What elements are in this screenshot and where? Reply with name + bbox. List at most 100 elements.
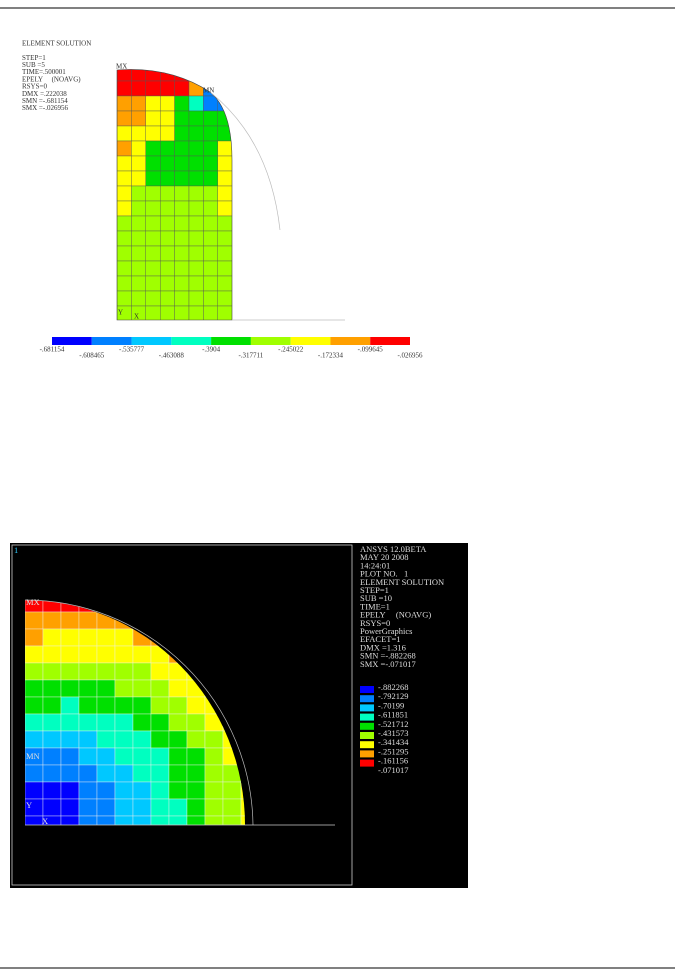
mesh-cell: [174, 260, 190, 277]
mesh-cell: [204, 798, 224, 817]
mesh-cell: [174, 245, 190, 262]
info-line: SUB =10: [360, 593, 392, 603]
mesh-cell: [145, 140, 161, 157]
mesh-cell: [117, 80, 132, 97]
mesh-cell: [131, 69, 146, 82]
mesh-cell: [145, 185, 161, 202]
mesh-cell: [204, 730, 224, 749]
mesh-cell: [78, 679, 98, 698]
mesh-cell: [159, 80, 175, 97]
mesh-cell: [217, 245, 232, 262]
mesh-cell: [78, 764, 98, 783]
mesh-cell: [131, 140, 146, 157]
header-line: TIME=.500001: [22, 68, 66, 76]
mesh-cell: [150, 713, 170, 732]
legend-label: -.611851: [378, 710, 408, 720]
legend-swatch: [360, 704, 374, 712]
mesh-cell: [168, 781, 188, 800]
header-line: SMX =-.026956: [22, 104, 68, 112]
mesh-cell: [188, 305, 204, 320]
mesh-cell: [25, 645, 44, 664]
window-number: 1: [14, 545, 18, 555]
mesh-cell: [174, 170, 190, 187]
mesh-cell: [168, 713, 188, 732]
min-marker: MN: [203, 87, 214, 95]
mesh-cell: [188, 110, 204, 127]
mesh-cell: [117, 95, 132, 112]
mesh-cell: [174, 95, 190, 112]
mesh-cell: [132, 781, 152, 800]
mesh-cell: [174, 215, 190, 232]
mesh-cell: [168, 764, 188, 783]
mesh-cell: [42, 781, 62, 800]
mesh-cell: [60, 798, 80, 817]
mesh-cell: [203, 155, 218, 172]
mesh-cell: [42, 730, 62, 749]
mesh-cell: [188, 245, 204, 262]
mesh-cell: [145, 200, 161, 217]
mesh-cell: [159, 260, 175, 277]
mesh-cell: [78, 662, 98, 681]
mesh-cell: [42, 628, 62, 647]
legend-swatch: [360, 750, 374, 758]
legend-swatch: [171, 337, 212, 345]
mesh-cell: [203, 200, 218, 217]
legend-swatch: [360, 759, 374, 767]
mesh-cell: [145, 305, 161, 320]
mesh-cell: [150, 747, 170, 766]
mesh-cell: [174, 155, 190, 172]
mesh-cell: [131, 185, 146, 202]
mesh-cell: [60, 628, 80, 647]
mesh-cell: [25, 679, 44, 698]
mesh-cell: [117, 275, 132, 292]
mesh-cell: [42, 679, 62, 698]
mesh-cell: [203, 215, 218, 232]
legend-label: -.172334: [318, 352, 344, 360]
contour-mesh: [25, 600, 245, 825]
mesh-cell: [168, 730, 188, 749]
legend-swatch: [52, 337, 92, 345]
max-marker: MX: [116, 63, 127, 71]
mesh-cell: [117, 245, 132, 262]
mesh-cell: [117, 230, 132, 247]
mesh-cell: [168, 798, 188, 817]
y-axis-label: Y: [26, 800, 32, 810]
mesh-cell: [168, 696, 188, 715]
legend-swatch: [211, 337, 251, 345]
mesh-cell: [174, 140, 190, 157]
mesh-cell: [114, 696, 134, 715]
mesh-cell: [117, 110, 132, 127]
mesh-cell: [150, 781, 170, 800]
mesh-cell: [159, 95, 175, 112]
mesh-cell: [117, 260, 132, 277]
mesh-cell: [132, 764, 152, 783]
mesh-cell: [188, 155, 204, 172]
mesh-cell: [217, 80, 232, 97]
mesh-cell: [117, 125, 132, 142]
mesh-cell: [203, 125, 218, 142]
mesh-cell: [217, 260, 232, 277]
deformed-outline: [24, 599, 254, 826]
mesh-cell: [203, 230, 218, 247]
legend-label: -.681154: [40, 346, 65, 354]
mesh-cell: [145, 275, 161, 292]
mesh-cell: [117, 200, 132, 217]
mesh-cell: [96, 662, 116, 681]
mesh-cell: [78, 645, 98, 664]
legend-label: -.245022: [278, 346, 304, 354]
mesh-cell: [174, 275, 190, 292]
mesh-cell: [25, 696, 44, 715]
mesh-cell: [217, 305, 232, 320]
legend-swatch: [360, 722, 374, 730]
mesh-cell: [159, 125, 175, 142]
mesh-cell: [60, 747, 80, 766]
legend-label: -.535777: [119, 346, 145, 354]
mesh-cell: [150, 679, 170, 698]
mesh-cell: [132, 798, 152, 817]
mesh-cell: [159, 200, 175, 217]
info-line: PowerGraphics: [360, 626, 412, 636]
info-line: ELEMENT SOLUTION: [360, 577, 444, 587]
mesh-cell: [186, 798, 206, 817]
